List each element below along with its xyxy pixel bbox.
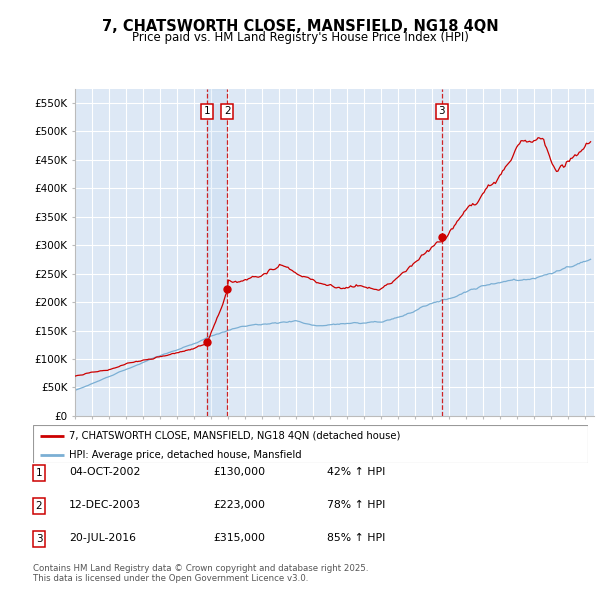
Text: 20-JUL-2016: 20-JUL-2016 [69,533,136,543]
Text: £130,000: £130,000 [213,467,265,477]
Text: 1: 1 [203,106,210,116]
Text: 78% ↑ HPI: 78% ↑ HPI [327,500,385,510]
Text: 3: 3 [35,535,43,544]
Bar [207,88,227,416]
Text: 2: 2 [224,106,230,116]
Text: 12-DEC-2003: 12-DEC-2003 [69,500,141,510]
Text: 42% ↑ HPI: 42% ↑ HPI [327,467,385,477]
Text: 7, CHATSWORTH CLOSE, MANSFIELD, NG18 4QN: 7, CHATSWORTH CLOSE, MANSFIELD, NG18 4QN [101,19,499,34]
Text: 04-OCT-2002: 04-OCT-2002 [69,467,140,477]
Text: Contains HM Land Registry data © Crown copyright and database right 2025.
This d: Contains HM Land Registry data © Crown c… [33,563,368,583]
Text: 2: 2 [35,502,43,511]
Text: 1: 1 [35,468,43,478]
Text: 3: 3 [439,106,445,116]
Text: £315,000: £315,000 [213,533,265,543]
Text: 85% ↑ HPI: 85% ↑ HPI [327,533,385,543]
Text: Price paid vs. HM Land Registry's House Price Index (HPI): Price paid vs. HM Land Registry's House … [131,31,469,44]
Text: HPI: Average price, detached house, Mansfield: HPI: Average price, detached house, Mans… [69,450,302,460]
Text: 7, CHATSWORTH CLOSE, MANSFIELD, NG18 4QN (detached house): 7, CHATSWORTH CLOSE, MANSFIELD, NG18 4QN… [69,431,400,441]
Text: £223,000: £223,000 [213,500,265,510]
